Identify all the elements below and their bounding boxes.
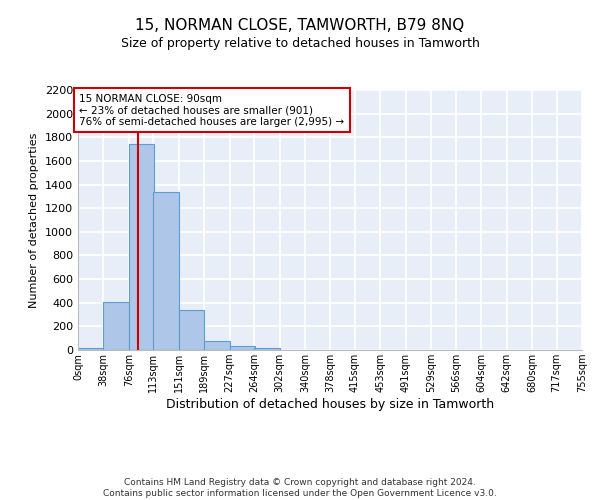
Bar — [78, 348, 103, 350]
Text: 15 NORMAN CLOSE: 90sqm
← 23% of detached houses are smaller (901)
76% of semi-de: 15 NORMAN CLOSE: 90sqm ← 23% of detached… — [79, 94, 344, 126]
Bar — [179, 310, 204, 350]
Bar — [230, 346, 255, 350]
Bar — [129, 144, 154, 350]
Bar — [254, 348, 280, 350]
Text: 15, NORMAN CLOSE, TAMWORTH, B79 8NQ: 15, NORMAN CLOSE, TAMWORTH, B79 8NQ — [136, 18, 464, 32]
Text: Contains HM Land Registry data © Crown copyright and database right 2024.
Contai: Contains HM Land Registry data © Crown c… — [103, 478, 497, 498]
Y-axis label: Number of detached properties: Number of detached properties — [29, 132, 40, 308]
Bar — [154, 192, 179, 350]
X-axis label: Distribution of detached houses by size in Tamworth: Distribution of detached houses by size … — [166, 398, 494, 411]
Bar — [204, 341, 230, 350]
Text: Size of property relative to detached houses in Tamworth: Size of property relative to detached ho… — [121, 38, 479, 51]
Bar — [103, 302, 129, 350]
